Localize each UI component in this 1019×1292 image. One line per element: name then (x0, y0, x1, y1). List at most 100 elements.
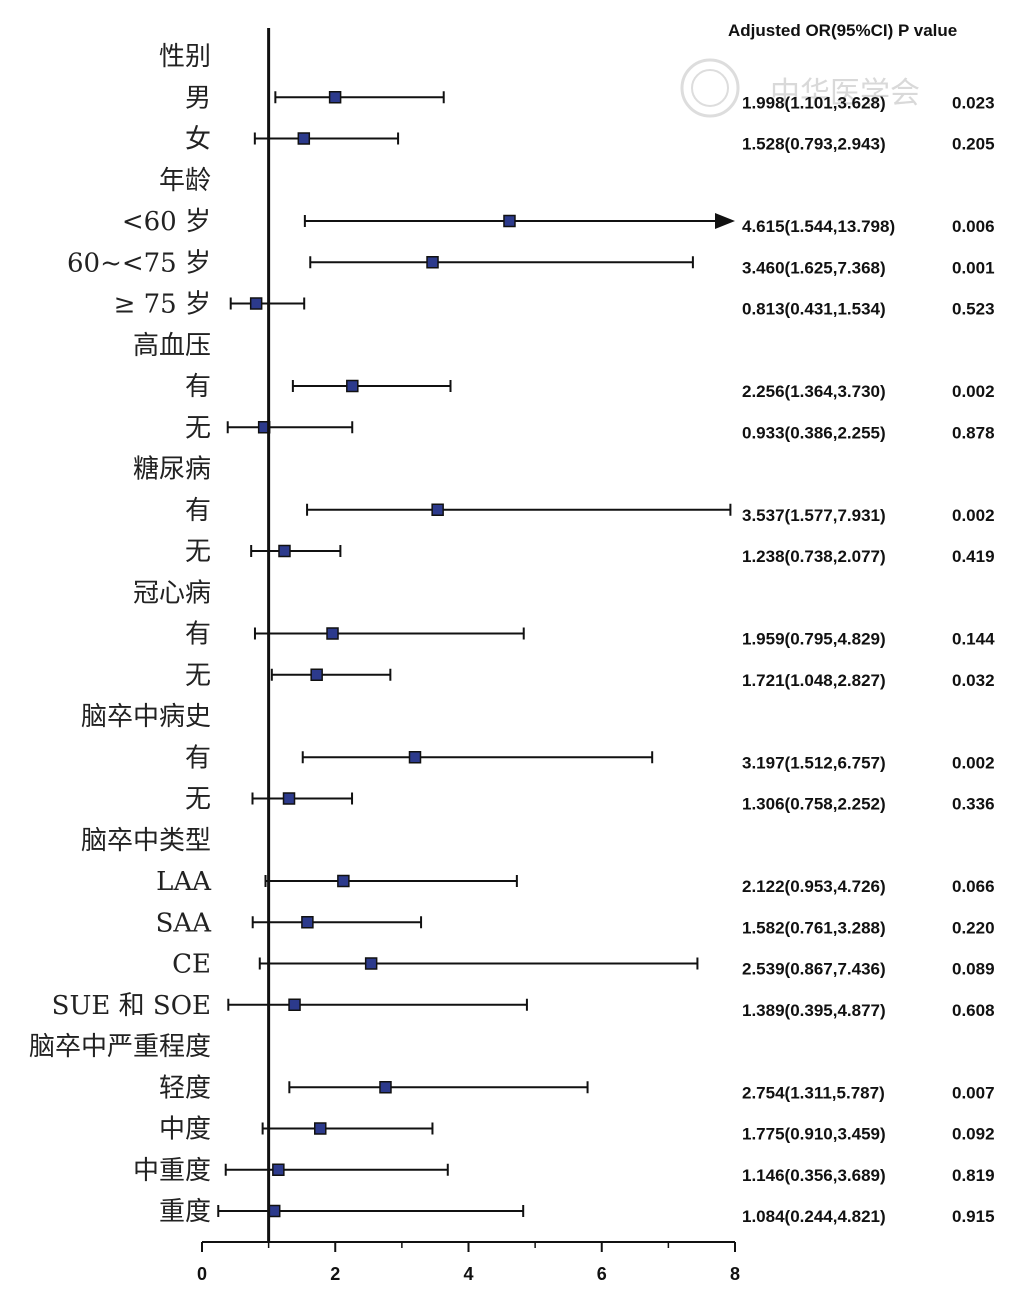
p-value-text: 0.419 (952, 547, 995, 566)
group-header-label: 脑卒中类型 (81, 826, 211, 856)
p-value-text: 0.523 (952, 300, 995, 319)
row-label: 无 (185, 537, 211, 567)
x-tick-label: 8 (730, 1264, 740, 1284)
or-ci-text: 0.933(0.386,2.255) (742, 423, 886, 442)
or-marker (278, 544, 291, 558)
or-marker (337, 874, 350, 888)
p-value-text: 0.023 (952, 93, 995, 112)
row-label: SAA (156, 908, 213, 938)
or-ci-text: 2.256(1.364,3.730) (742, 382, 886, 401)
or-ci-text: 2.539(0.867,7.436) (742, 960, 886, 979)
or-ci-text: 1.146(0.356,3.689) (742, 1166, 886, 1185)
or-ci-text: 3.460(1.625,7.368) (742, 258, 886, 277)
row-label: 有 (185, 620, 211, 650)
p-value-text: 0.915 (952, 1207, 995, 1226)
or-ci-text: 1.306(0.758,2.252) (742, 795, 886, 814)
p-value-text: 0.006 (952, 217, 995, 236)
or-marker (364, 957, 378, 970)
p-value-text: 0.032 (952, 671, 995, 690)
row-label: 女 (185, 125, 211, 155)
x-tick-label: 4 (463, 1264, 473, 1284)
column-header: Adjusted OR(95%CI) P value (728, 21, 957, 40)
row-label: 有 (185, 496, 211, 526)
p-value-text: 0.205 (952, 135, 995, 154)
or-marker (249, 297, 263, 310)
or-marker (301, 916, 314, 929)
or-marker (326, 627, 339, 640)
group-header-label: 脑卒中严重程度 (29, 1032, 211, 1062)
p-value-text: 0.002 (952, 506, 995, 525)
or-marker (503, 214, 516, 228)
ci-arrow-icon (715, 213, 735, 229)
row-label: 60~<75 岁 (67, 248, 211, 278)
row-label: 有 (185, 743, 211, 773)
group-header-label: 高血压 (133, 331, 211, 361)
or-ci-text: 3.537(1.577,7.931) (742, 506, 886, 525)
or-ci-text: 1.998(1.101,3.628) (742, 93, 886, 112)
p-value-text: 0.092 (952, 1125, 995, 1144)
or-marker (346, 379, 359, 393)
watermark-text: 中华医学会 (770, 76, 920, 111)
or-ci-text: 1.389(0.395,4.877) (742, 1001, 886, 1020)
or-ci-text: 1.238(0.738,2.077) (742, 547, 886, 566)
watermark-seal-icon (680, 58, 740, 118)
row-label: 中重度 (133, 1156, 211, 1186)
or-ci-text: 2.122(0.953,4.726) (742, 877, 886, 896)
or-marker (267, 1204, 281, 1218)
or-ci-text: 1.959(0.795,4.829) (742, 630, 886, 649)
row-label: 中度 (159, 1115, 211, 1145)
row-label: 重度 (159, 1197, 211, 1227)
or-marker (310, 668, 323, 681)
group-header-label: 冠心病 (133, 578, 211, 608)
p-value-text: 0.007 (952, 1083, 995, 1102)
row-label: 无 (185, 785, 211, 815)
or-marker (288, 998, 301, 1011)
row-label: 男 (185, 83, 211, 113)
row-label: 无 (185, 661, 211, 691)
or-marker (297, 132, 311, 145)
or-marker (314, 1122, 327, 1135)
row-label: SUE 和 SOE (52, 991, 211, 1021)
x-tick-label: 0 (197, 1264, 207, 1284)
row-label: 轻度 (159, 1073, 211, 1103)
or-ci-text: 1.528(0.793,2.943) (742, 135, 886, 154)
group-header-label: 性别 (159, 42, 211, 72)
or-ci-text: 3.197(1.512,6.757) (742, 753, 886, 772)
x-tick-label: 6 (597, 1264, 607, 1284)
p-value-text: 0.220 (952, 918, 995, 937)
row-label: LAA (156, 867, 212, 897)
or-ci-text: 1.775(0.910,3.459) (742, 1125, 886, 1144)
row-label: CE (172, 950, 211, 980)
or-marker (408, 751, 422, 764)
or-ci-text: 2.754(1.311,5.787) (742, 1083, 885, 1102)
group-header-label: 年龄 (159, 166, 211, 196)
or-marker (282, 792, 296, 805)
group-header-label: 脑卒中病史 (81, 702, 211, 732)
or-ci-text: 4.615(1.544,13.798) (742, 217, 895, 236)
or-marker (426, 256, 439, 269)
p-value-text: 0.608 (952, 1001, 995, 1020)
p-value-text: 0.066 (952, 877, 995, 896)
or-marker (431, 503, 444, 516)
or-ci-text: 1.721(1.048,2.827) (742, 671, 886, 690)
x-tick-label: 2 (330, 1264, 340, 1284)
p-value-text: 0.819 (952, 1166, 995, 1185)
row-label: <60 岁 (122, 207, 211, 237)
p-value-text: 0.002 (952, 753, 995, 772)
or-ci-text: 0.813(0.431,1.534) (742, 300, 886, 319)
p-value-text: 0.144 (952, 630, 995, 649)
row-label: ≥ 75 岁 (114, 290, 211, 320)
p-value-text: 0.878 (952, 423, 995, 442)
p-value-text: 0.001 (952, 258, 995, 277)
or-ci-text: 1.582(0.761,3.288) (742, 918, 886, 937)
or-ci-text: 1.084(0.244,4.821) (742, 1207, 886, 1226)
group-header-label: 糖尿病 (133, 455, 211, 485)
or-marker (379, 1081, 392, 1094)
p-value-text: 0.002 (952, 382, 995, 401)
row-label: 有 (185, 372, 211, 402)
p-value-text: 0.336 (952, 795, 995, 814)
row-label: 无 (185, 413, 211, 443)
or-marker (328, 91, 342, 104)
p-value-text: 0.089 (952, 960, 995, 979)
